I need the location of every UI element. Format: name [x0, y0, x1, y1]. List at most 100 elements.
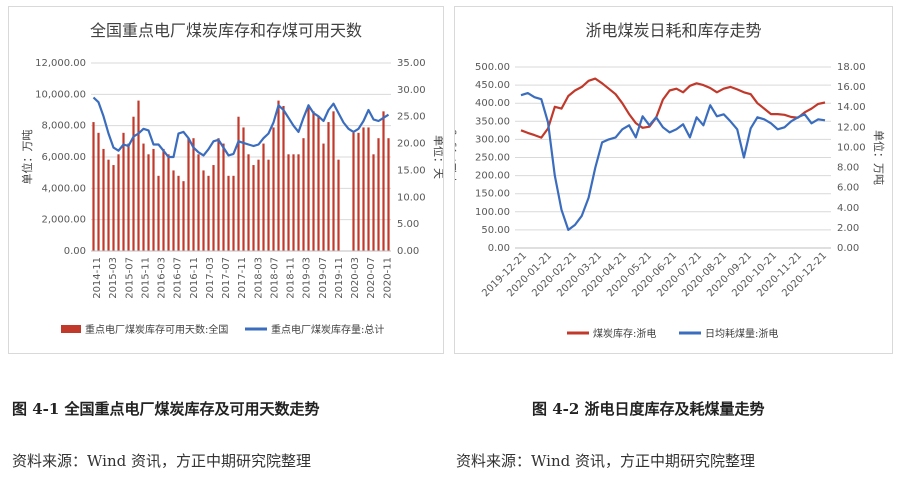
bar: [387, 138, 390, 251]
bar: [222, 143, 225, 251]
x-tick-label: 2016-11: [189, 257, 200, 299]
bar: [372, 154, 375, 251]
bar: [107, 159, 110, 251]
y-tick-label-right: 5.00: [397, 219, 419, 230]
bar: [202, 170, 205, 251]
y-tick-label-right: 15.00: [397, 165, 426, 176]
legend-label: 重点电厂煤炭库存量:总计: [271, 323, 384, 336]
y-tick-label-left: 12,000.00: [35, 58, 86, 69]
bar: [257, 159, 260, 251]
bar: [182, 181, 185, 251]
bar: [277, 100, 280, 251]
chart-title: 全国重点电厂煤炭库存和存煤可用天数: [89, 21, 362, 40]
x-tick-label: 2018-03: [253, 257, 264, 299]
bar: [312, 111, 315, 251]
bar: [147, 154, 150, 251]
y-tick-label-left: 150.00: [475, 189, 510, 200]
y-tick-label-right: 4.00: [837, 203, 859, 214]
bar: [357, 132, 360, 251]
bar: [157, 175, 160, 251]
y-tick-label-right: 12.00: [837, 122, 866, 133]
bar: [207, 175, 210, 251]
x-tick-label: 2018-11: [286, 257, 297, 299]
y-tick-label-left: 8,000.00: [41, 121, 86, 132]
figure-source: 资料来源：Wind 资讯，方正中期研究院整理: [456, 452, 755, 470]
x-tick-label: 2015-11: [140, 257, 151, 299]
bar: [97, 132, 100, 251]
y-tick-label-left: 4,000.00: [41, 183, 86, 194]
series-line: [520, 77, 826, 139]
bar: [117, 154, 120, 251]
bar: [217, 138, 220, 251]
x-tick-label: 2017-03: [205, 257, 216, 299]
x-tick-label: 2020-12-21: [780, 250, 829, 299]
y-axis-label-right: 单位：天: [432, 135, 443, 179]
x-tick-label: 2016-07: [173, 257, 184, 299]
y-tick-label-left: 0.00: [488, 243, 510, 254]
y-tick-label-right: 35.00: [397, 58, 426, 69]
bar: [292, 154, 295, 251]
bar: [227, 175, 230, 251]
y-tick-label-left: 450.00: [475, 80, 510, 91]
y-tick-label-left: 300.00: [475, 134, 510, 145]
x-tick-label: 2019-11: [334, 257, 345, 299]
x-tick-label: 2018-07: [269, 257, 280, 299]
bar: [102, 148, 105, 251]
y-tick-label-left: 50.00: [481, 225, 510, 236]
bar: [167, 154, 170, 251]
series-line: [520, 91, 826, 231]
y-tick-label-left: 400.00: [475, 98, 510, 109]
bar: [382, 111, 385, 251]
bar: [187, 138, 190, 251]
bar: [317, 116, 320, 251]
y-tick-label-left: 200.00: [475, 171, 510, 182]
chart-2-svg: 0.00 50.00 100.00 150.00 200.00 250.00 300.00 3…: [444, 62, 886, 340]
y-tick-label-left: 100.00: [475, 207, 510, 218]
bar: [302, 138, 305, 251]
y-tick-label-right: 16.00: [837, 82, 866, 93]
x-tick-label: 2019-07: [318, 257, 329, 299]
x-tick-label: 2020-11: [382, 257, 393, 299]
bar: [197, 154, 200, 251]
bar: [192, 138, 195, 251]
bar: [287, 154, 290, 251]
bar: [272, 127, 275, 251]
bar: [367, 127, 370, 251]
bar: [162, 148, 165, 251]
y-tick-label-left: 6,000.00: [41, 152, 86, 163]
bar: [242, 127, 245, 251]
chart-panel-1: 全国重点电厂煤炭库存和存煤可用天数 0.00 2,000.00 4,000.00 6,…: [8, 6, 446, 354]
y-tick-label-right: 14.00: [837, 102, 866, 113]
x-tick-label: 2014-11: [92, 257, 103, 299]
y-tick-label-right: 2.00: [837, 223, 859, 234]
y-tick-label-right: 18.00: [837, 62, 866, 73]
y-axis-label-left: 单位：万吨: [455, 130, 458, 185]
y-tick-label-right: 8.00: [837, 163, 859, 174]
y-axis-label-left: 单位：万吨: [20, 130, 34, 185]
bar: [322, 143, 325, 251]
bar: [352, 132, 355, 251]
y-tick-label-right: 6.00: [837, 183, 859, 194]
y-tick-label-right: 10.00: [397, 192, 426, 203]
chart-1-svg: 0.00 2,000.00 4,000.00 6,000.00 8,000.00 10,0…: [20, 58, 446, 336]
legend-label: 日均耗煤量:浙电: [705, 327, 778, 340]
bar: [297, 154, 300, 251]
y-tick-label-left: 2,000.00: [41, 215, 86, 226]
bar: [92, 122, 95, 251]
bar: [282, 105, 285, 251]
bar: [177, 175, 180, 251]
bar: [267, 159, 270, 251]
y-tick-label-left: 0.00: [64, 246, 86, 257]
legend-label: 煤炭库存:浙电: [593, 327, 656, 340]
x-tick-label: 2019-03: [302, 257, 313, 299]
legend-label: 重点电厂煤炭库存可用天数:全国: [85, 323, 228, 336]
x-tick-label: 2016-03: [157, 257, 168, 299]
y-tick-label-left: 350.00: [475, 116, 510, 127]
bar: [212, 165, 215, 251]
figure-caption: 图 4-2 浙电日度库存及耗煤量走势: [532, 400, 765, 418]
x-tick-label: 2017-07: [221, 257, 232, 299]
y-tick-label-right: 0.00: [837, 243, 859, 254]
bar: [142, 143, 145, 251]
bar: [132, 116, 135, 251]
x-tick-label: 2020-07: [366, 257, 377, 299]
